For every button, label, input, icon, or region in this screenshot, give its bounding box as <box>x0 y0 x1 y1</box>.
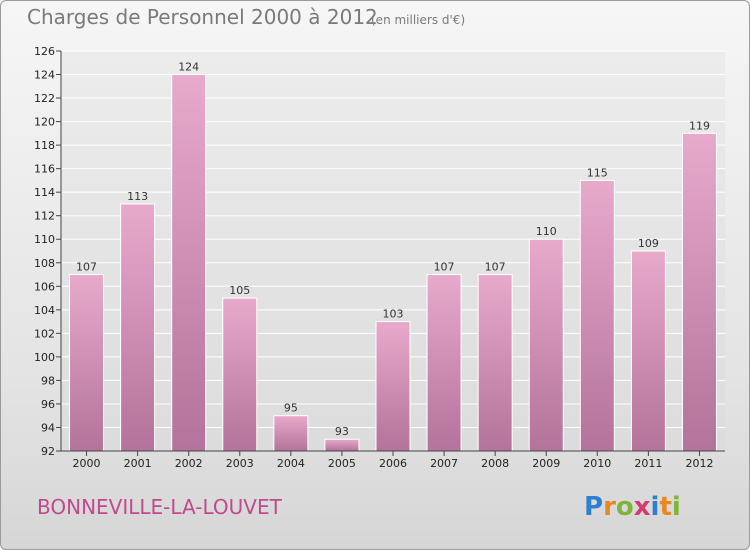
bar <box>222 297 258 452</box>
data-label: 103 <box>383 308 404 321</box>
svg-text:Proxiti: Proxiti <box>584 492 681 521</box>
data-label: 109 <box>638 237 659 250</box>
bar <box>375 321 411 452</box>
city-name: BONNEVILLE-LA-LOUVET <box>37 495 282 519</box>
y-tick-label: 122 <box>34 92 55 105</box>
y-tick-label: 124 <box>34 69 55 82</box>
y-tick-label: 120 <box>34 116 55 129</box>
x-tick-label: 2011 <box>634 457 662 470</box>
x-tick-label: 2005 <box>328 457 356 470</box>
x-tick-label: 2006 <box>379 457 407 470</box>
x-tick-label: 2002 <box>175 457 203 470</box>
y-tick-label: 108 <box>34 257 55 270</box>
data-label: 113 <box>127 190 148 203</box>
data-label: 107 <box>434 261 455 274</box>
bar <box>426 274 462 452</box>
x-tick-label: 2000 <box>73 457 101 470</box>
proxiti-logo: Proxiti <box>584 489 690 522</box>
y-tick-label: 110 <box>34 233 55 246</box>
bar <box>69 274 105 452</box>
data-label: 110 <box>536 225 557 238</box>
bars: 107 113 124 105 95 93 103 107 107 110 115 109 119 <box>69 61 717 452</box>
chart-title: Charges de Personnel 2000 à 2012 <box>27 5 378 29</box>
y-tick-label: 118 <box>34 139 55 152</box>
y-tick-label: 92 <box>41 445 55 458</box>
x-tick-label: 2001 <box>124 457 152 470</box>
bar <box>273 415 309 452</box>
data-label: 115 <box>587 166 608 179</box>
y-tick-label: 106 <box>34 280 55 293</box>
data-label: 95 <box>284 402 298 415</box>
data-label: 124 <box>178 61 199 74</box>
x-tick-label: 2007 <box>430 457 458 470</box>
y-axis: 92 94 96 98 100 102 104 106 108 110 112 114 116 118 12… <box>34 45 62 458</box>
y-tick-label: 104 <box>34 304 55 317</box>
bar <box>681 132 717 452</box>
data-label: 105 <box>229 284 250 297</box>
y-tick-label: 96 <box>41 398 55 411</box>
bar <box>579 179 615 452</box>
data-label: 107 <box>485 261 506 274</box>
bar <box>120 203 156 452</box>
y-tick-label: 102 <box>34 327 55 340</box>
bar <box>477 274 513 452</box>
bar <box>528 238 564 452</box>
x-tick-label: 2009 <box>532 457 560 470</box>
x-tick-label: 2004 <box>277 457 305 470</box>
y-tick-label: 114 <box>34 186 55 199</box>
x-tick-label: 2003 <box>226 457 254 470</box>
y-tick-label: 112 <box>34 210 55 223</box>
y-tick-label: 98 <box>41 374 55 387</box>
data-label: 119 <box>689 119 710 132</box>
data-label: 93 <box>335 425 349 438</box>
data-label: 107 <box>76 261 97 274</box>
x-tick-label: 2012 <box>685 457 713 470</box>
x-axis: 2000 2001 2002 2003 2004 2005 2006 2007 2008 2009… <box>61 450 725 470</box>
x-tick-label: 2010 <box>583 457 611 470</box>
y-tick-label: 100 <box>34 351 55 364</box>
x-tick-label: 2008 <box>481 457 509 470</box>
y-tick-label: 116 <box>34 163 55 176</box>
bar <box>171 74 207 452</box>
bar <box>324 438 360 452</box>
y-tick-label: 126 <box>34 45 55 58</box>
y-tick-label: 94 <box>41 421 55 434</box>
chart-unit: (en milliers d'€) <box>371 13 466 27</box>
bar <box>630 250 666 452</box>
